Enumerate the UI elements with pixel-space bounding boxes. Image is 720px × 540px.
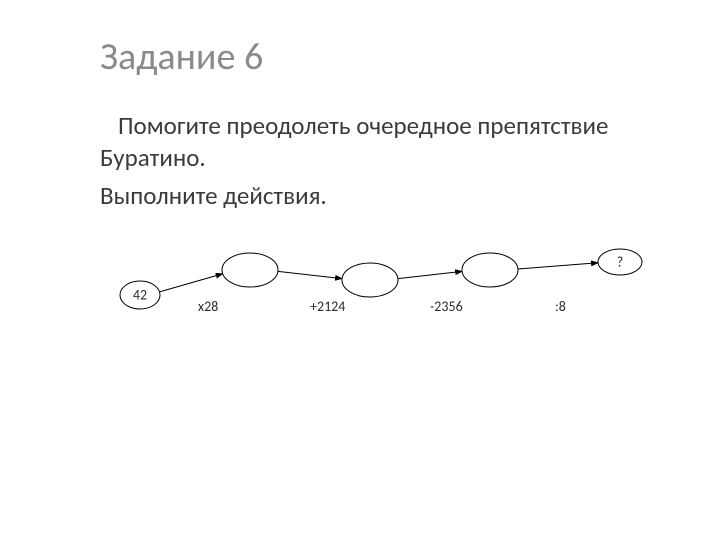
flow-node-label: ?	[617, 254, 624, 271]
slide-title: Задание 6	[100, 34, 263, 80]
body-line-2: Выполните действия.	[100, 180, 620, 212]
flow-node	[342, 263, 398, 297]
flow-node	[222, 253, 278, 287]
flowchart-svg: 42?	[100, 240, 660, 320]
flow-op-label: +2124	[310, 298, 345, 315]
calc-flow: 42? x28 +2124 -2356 :8	[100, 240, 660, 320]
slide: Задание 6 Помогите преодолеть очередное …	[0, 0, 720, 540]
flow-op-label: :8	[555, 298, 566, 315]
flow-op-label: -2356	[430, 298, 463, 315]
flow-arrow	[518, 263, 598, 269]
flow-arrow	[278, 271, 342, 278]
slide-body: Помогите преодолеть очередное препятстви…	[100, 110, 620, 212]
flow-node-label: 42	[133, 287, 147, 304]
flow-arrow	[398, 271, 462, 278]
flow-node	[462, 253, 518, 287]
flow-arrow	[160, 274, 223, 292]
body-line-1: Помогите преодолеть очередное препятстви…	[100, 110, 620, 174]
flow-op-label: x28	[198, 298, 218, 315]
